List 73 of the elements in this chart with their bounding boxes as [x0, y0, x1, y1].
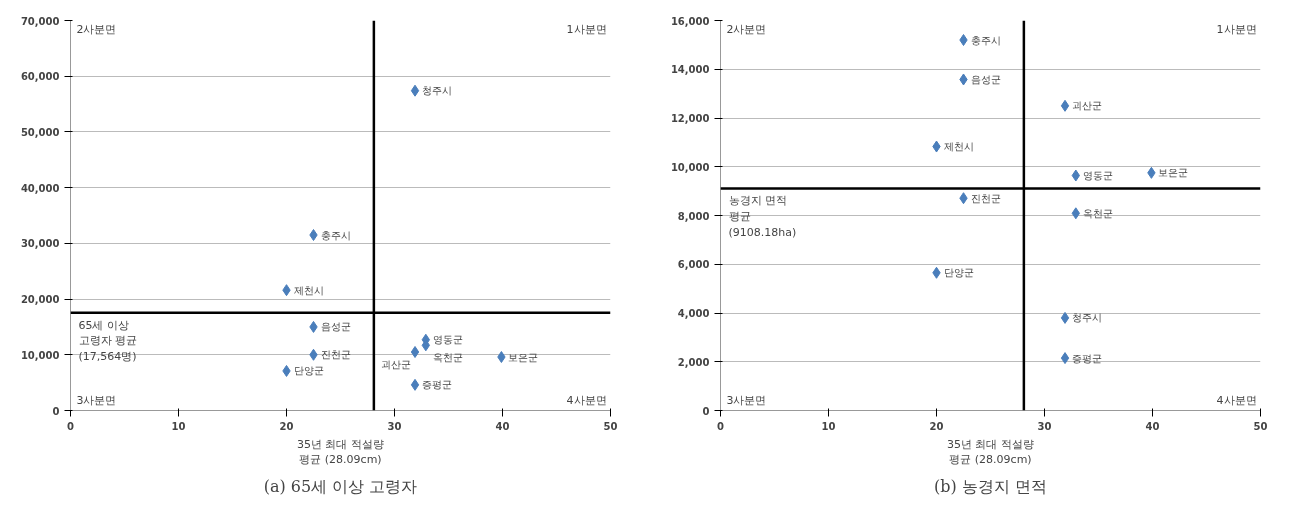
annotation: 4사분면 [1216, 393, 1257, 407]
y-tick-label: 10,000 [670, 161, 710, 173]
annotation: 제천시 [943, 141, 974, 153]
annotation: 제천시 [293, 284, 324, 296]
x-tick-label: 40 [495, 420, 510, 432]
y-tick-label: 4,000 [677, 308, 710, 319]
y-tick-label: 8,000 [677, 210, 710, 222]
point [410, 346, 420, 358]
text: (a) 65세 이상 고령자 [263, 476, 418, 496]
y-tick-label: 10,000 [20, 349, 60, 361]
annotation: 4사분면 [566, 393, 607, 407]
text: (b) 농경지 면적 [934, 476, 1047, 496]
y-tick-label: 6,000 [677, 259, 710, 271]
x-tick-label: 0 [67, 420, 75, 432]
point [1060, 311, 1070, 324]
y-tick-label: 20,000 [20, 294, 60, 306]
point [309, 229, 318, 241]
ref-line-label: 65세 이상 고령자 평균 (17,564명) [78, 318, 137, 363]
annotation: 3사분면 [76, 393, 117, 407]
annotation: 청주시 [422, 85, 453, 97]
x-tick-label: 50 [603, 420, 618, 432]
point [959, 34, 968, 46]
annotation: 영동군 [1082, 170, 1113, 182]
x-tick-label: 50 [1253, 420, 1268, 432]
annotation: 음성군 [970, 73, 1001, 85]
annotation: 충주시 [970, 34, 1001, 46]
y-tick-label: 70,000 [20, 15, 60, 27]
y-tick-label: 0 [702, 405, 710, 417]
y-tick-label: 30,000 [20, 238, 60, 250]
annotation: 1사분면 [566, 22, 607, 36]
x-tick-label: 40 [1145, 420, 1160, 432]
annotation: 옥천군 [432, 351, 463, 363]
annotation: 증평군 [1072, 352, 1103, 364]
x-tick-label: 20 [279, 420, 294, 432]
y-tick-label: 16,000 [670, 15, 710, 27]
y-tick-label: 2,000 [677, 356, 710, 368]
x-tick-label: 30 [1037, 420, 1052, 432]
annotation: 음성군 [320, 321, 351, 333]
annotation: 2사분면 [76, 22, 117, 36]
annotation: 영동군 [432, 334, 463, 346]
annotation: 청주시 [1072, 312, 1103, 324]
annotation: 괴산군 [1072, 100, 1103, 112]
y-tick-label: 14,000 [670, 64, 710, 76]
point [1060, 99, 1070, 112]
annotation: 괴산군 [381, 358, 412, 370]
x-tick-label: 0 [717, 420, 725, 432]
y-tick-label: 60,000 [20, 71, 60, 83]
point [1060, 352, 1070, 365]
y-tick-label: 0 [52, 405, 60, 417]
annotation: 2사분면 [726, 22, 767, 36]
ref-line-label: 35년 최대 적설량 평균 (28.09cm) [947, 437, 1034, 467]
annotation: 단양군 [293, 365, 324, 377]
point [410, 378, 420, 391]
x-tick-label: 30 [387, 420, 402, 432]
y-tick-label: 50,000 [20, 126, 60, 138]
annotation: 3사분면 [726, 393, 767, 407]
annotation: 단양군 [943, 267, 974, 279]
ref-line-label: 농경지 면적 평균 (9108.18ha) [728, 194, 797, 239]
x-tick-label: 20 [929, 420, 944, 432]
annotation: 보은군 [508, 351, 539, 363]
y-tick-label: 40,000 [20, 182, 60, 194]
annotation: 1사분면 [1216, 22, 1257, 36]
point [410, 84, 420, 97]
y-tick-label: 12,000 [670, 113, 710, 124]
annotation: 진천군 [320, 349, 351, 361]
x-tick-label: 10 [171, 420, 186, 432]
annotation: 증평군 [422, 379, 453, 391]
annotation: 보은군 [1158, 167, 1189, 179]
annotation: 옥천군 [1082, 207, 1113, 219]
annotation: 진천군 [970, 192, 1001, 204]
ref-line-label: 35년 최대 적설량 평균 (28.09cm) [297, 437, 384, 467]
annotation: 충주시 [320, 229, 351, 241]
x-tick-label: 10 [821, 420, 836, 432]
